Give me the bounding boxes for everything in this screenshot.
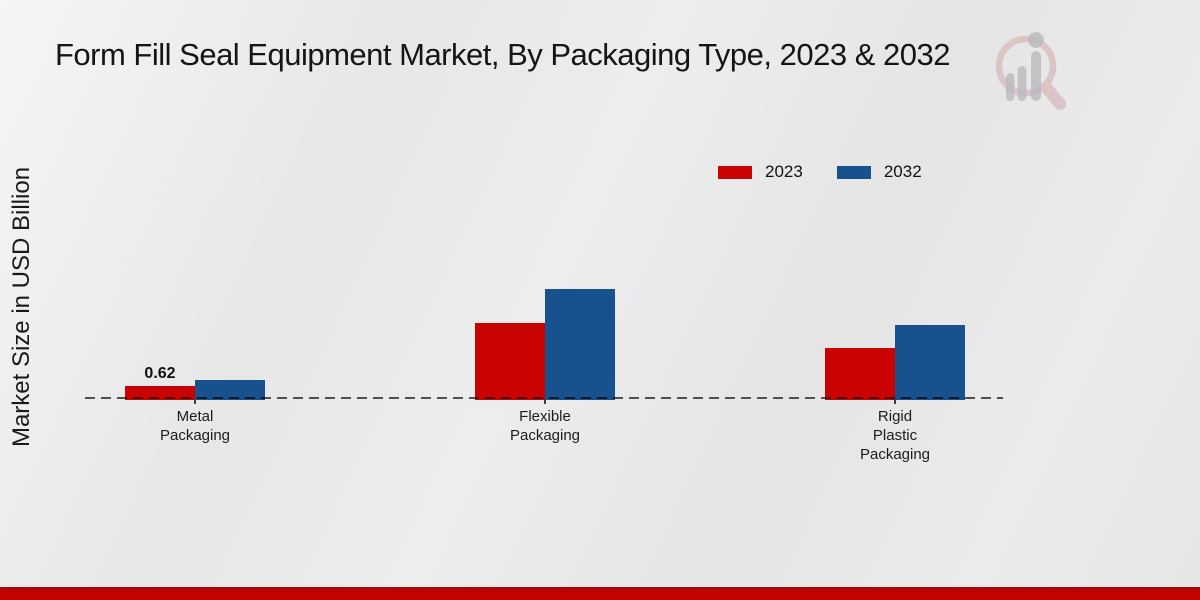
category-label-2: Rigid Plastic Packaging (859, 408, 931, 463)
bar-2023-category-1 (475, 323, 545, 400)
bar-2032-category-0 (195, 380, 265, 400)
footer-band (0, 587, 1200, 600)
bar-2032-category-1 (545, 289, 615, 400)
y-axis-label: Market Size in USD Billion (8, 166, 35, 448)
bar-2023-category-0 (125, 386, 195, 400)
legend-swatch-2032 (836, 165, 871, 179)
legend-label-2032: 2032 (883, 162, 922, 181)
x-axis-tick-0 (194, 399, 196, 404)
bar-2023-category-2 (825, 348, 895, 400)
zero-baseline (85, 397, 1003, 399)
legend-label-2023: 2023 (765, 162, 803, 181)
legend: 2023 2032 (718, 162, 922, 182)
legend-item-2023: 2023 (718, 162, 803, 182)
category-label-0: Metal Packaging (159, 408, 231, 444)
legend-item-2032: 2032 (836, 162, 922, 182)
x-axis-tick-2 (894, 399, 896, 404)
bar-value-label-2023-category-0: 0.62 (144, 365, 176, 382)
x-axis-tick-1 (544, 399, 546, 404)
magnifier-bar-chart-logo-icon (995, 32, 1066, 110)
chart-title: Form Fill Seal Equipment Market, By Pack… (55, 37, 950, 72)
bar-2032-category-2 (895, 325, 965, 400)
category-label-1: Flexible Packaging (509, 408, 581, 444)
legend-swatch-2023 (718, 165, 752, 179)
